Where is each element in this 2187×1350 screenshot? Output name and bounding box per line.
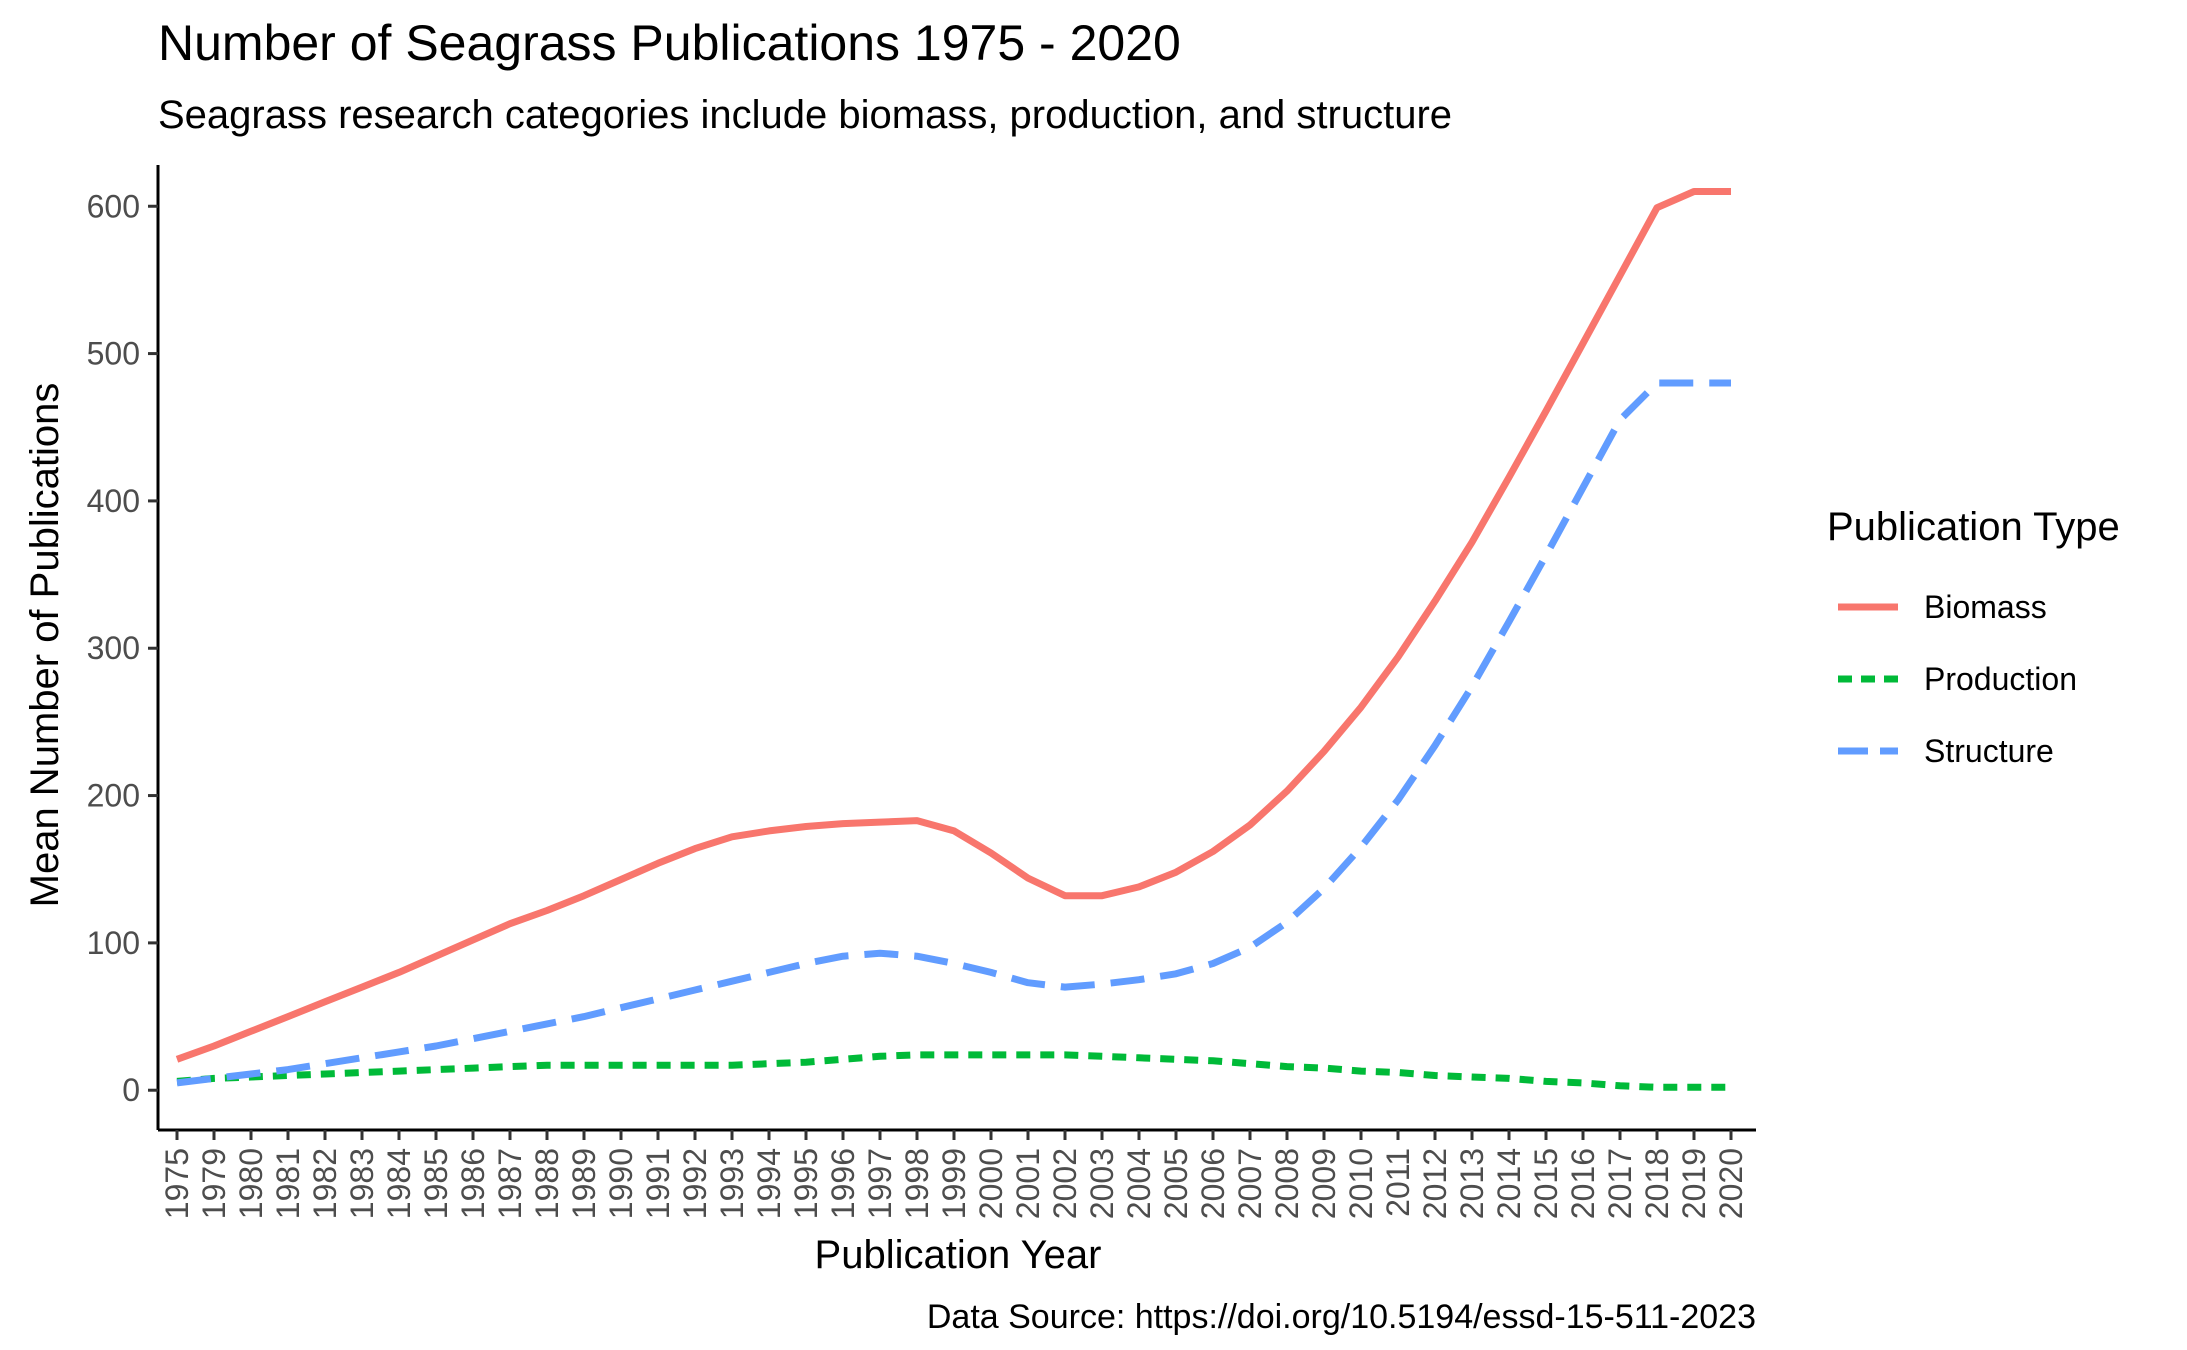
x-tick-label: 1988: [529, 1148, 565, 1219]
x-tick-label: 2003: [1084, 1148, 1120, 1219]
x-tick-label: 2020: [1713, 1148, 1749, 1219]
x-tick-label: 2012: [1417, 1148, 1453, 1219]
x-tick-label: 1986: [455, 1148, 491, 1219]
x-tick-label: 1975: [159, 1148, 195, 1219]
y-axis-title: Mean Number of Publications: [23, 383, 67, 908]
x-tick-label: 2011: [1380, 1148, 1416, 1217]
x-tick-label: 2010: [1343, 1148, 1379, 1219]
x-tick-label: 2013: [1454, 1148, 1490, 1219]
x-tick-label: 2006: [1195, 1148, 1231, 1219]
x-tick-label: 2015: [1528, 1148, 1564, 1219]
y-tick-label: 200: [87, 778, 140, 814]
x-tick-label: 1983: [344, 1148, 380, 1219]
legend-title: Publication Type: [1827, 505, 2120, 549]
x-tick-label: 1992: [677, 1148, 713, 1219]
legend-label-structure: Structure: [1924, 733, 2054, 769]
x-tick-label: 1990: [603, 1148, 639, 1219]
x-tick-label: 2004: [1121, 1148, 1157, 1219]
y-tick-label: 400: [87, 483, 140, 519]
x-tick-label: 1994: [751, 1148, 787, 1219]
x-tick-label: 1997: [862, 1148, 898, 1219]
series-line-biomass: [175, 188, 1731, 1063]
x-tick-label: 1993: [714, 1148, 750, 1219]
x-tick-label: 2018: [1639, 1148, 1675, 1219]
x-tick-label: 1980: [233, 1148, 269, 1219]
x-tick-label: 1987: [492, 1148, 528, 1219]
legend-label-biomass: Biomass: [1924, 589, 2047, 625]
x-tick-label: 1984: [381, 1148, 417, 1219]
chart-title: Number of Seagrass Publications 1975 - 2…: [158, 15, 1181, 71]
chart-caption: Data Source: https://doi.org/10.5194/ess…: [927, 1298, 1756, 1336]
x-tick-label: 2008: [1269, 1148, 1305, 1219]
x-tick-label: 1999: [936, 1148, 972, 1219]
chart-subtitle: Seagrass research categories include bio…: [158, 93, 1452, 137]
x-tick-label: 2019: [1676, 1148, 1712, 1219]
series-line-structure: [176, 379, 1731, 1087]
x-tick-label: 2007: [1232, 1148, 1268, 1219]
x-axis-title: Publication Year: [815, 1233, 1102, 1277]
x-tick-label: 2002: [1047, 1148, 1083, 1219]
series-layer: [175, 188, 1731, 1091]
y-tick-label: 0: [122, 1072, 140, 1108]
y-tick-label: 300: [87, 630, 140, 666]
x-tick-label: 2000: [973, 1148, 1009, 1219]
x-tick-label: 1991: [640, 1148, 676, 1219]
x-tick-label: 1982: [307, 1148, 343, 1219]
x-tick-label: 2009: [1306, 1148, 1342, 1219]
x-tick-label: 2001: [1010, 1148, 1046, 1219]
series-line-production: [176, 1051, 1731, 1091]
x-tick-label: 1995: [788, 1148, 824, 1219]
y-tick-label: 500: [87, 336, 140, 372]
x-tick-label: 1985: [418, 1148, 454, 1219]
x-tick-label: 2016: [1565, 1148, 1601, 1219]
x-tick-label: 1981: [270, 1148, 306, 1219]
x-tick-label: 2014: [1491, 1148, 1527, 1219]
x-tick-label: 1998: [899, 1148, 935, 1219]
y-tick-label: 600: [87, 188, 140, 224]
x-tick-label: 1996: [825, 1148, 861, 1219]
legend-label-production: Production: [1924, 661, 2077, 697]
y-tick-label: 100: [87, 925, 140, 961]
x-tick-label: 1989: [566, 1148, 602, 1219]
legend: Biomass Production Structure: [1838, 589, 2077, 769]
x-tick-label: 2017: [1602, 1148, 1638, 1219]
x-tick-label: 1979: [196, 1148, 232, 1219]
x-tick-label: 2005: [1158, 1148, 1194, 1219]
